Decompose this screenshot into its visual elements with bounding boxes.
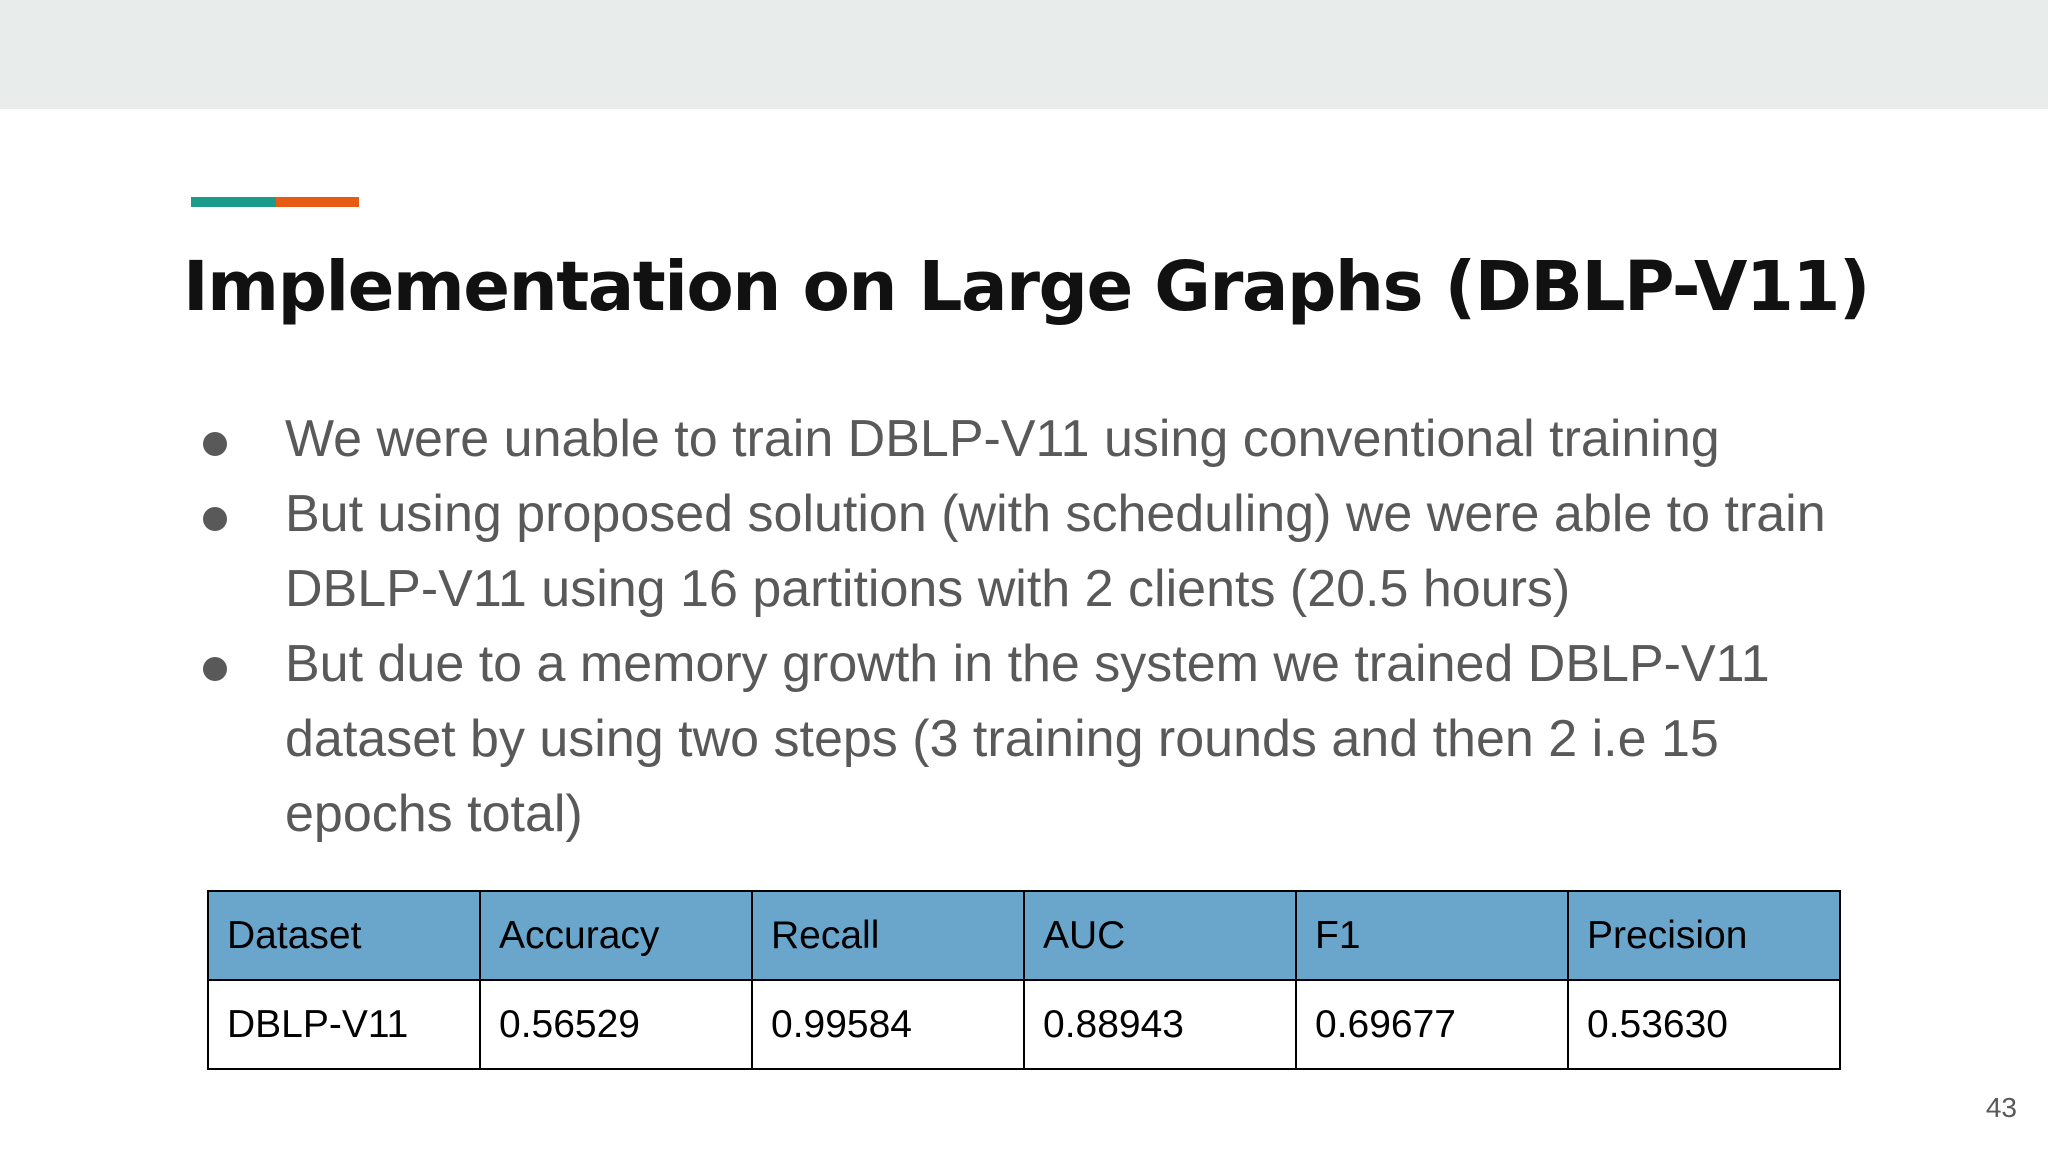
page-number: 43 [1985,1092,2017,1123]
cell-precision: 0.53630 [1567,979,1841,1070]
accent-bar-teal [191,197,276,207]
header-f1: F1 [1295,890,1569,981]
bullet-text: But due to a memory growth in the system… [285,635,1770,843]
slide-title: Implementation on Large Graphs (DBLP-V11… [183,247,1870,327]
table-row: DBLP-V11 0.56529 0.99584 0.88943 0.69677… [207,979,1841,1070]
top-band [0,0,2048,109]
bullet-list: We were unable to train DBLP-V11 using c… [200,402,1880,852]
bullet-dot-icon [203,432,227,456]
cell-auc: 0.88943 [1023,979,1297,1070]
header-accuracy: Accuracy [479,890,753,981]
bullet-dot-icon [203,657,227,681]
bullet-item: We were unable to train DBLP-V11 using c… [200,402,1880,477]
bullet-text: But using proposed solution (with schedu… [285,485,1826,618]
table-header-row: Dataset Accuracy Recall AUC F1 Precision [207,890,1841,981]
header-dataset: Dataset [207,890,481,981]
bullet-text: We were unable to train DBLP-V11 using c… [285,410,1720,468]
bullet-item: But using proposed solution (with schedu… [200,477,1880,627]
header-precision: Precision [1567,890,1841,981]
accent-bar-orange [276,197,359,207]
bullet-item: But due to a memory growth in the system… [200,627,1880,852]
cell-f1: 0.69677 [1295,979,1569,1070]
bullet-dot-icon [203,507,227,531]
results-table: Dataset Accuracy Recall AUC F1 Precision… [207,890,1841,1070]
header-recall: Recall [751,890,1025,981]
cell-accuracy: 0.56529 [479,979,753,1070]
cell-recall: 0.99584 [751,979,1025,1070]
cell-dataset: DBLP-V11 [207,979,481,1070]
header-auc: AUC [1023,890,1297,981]
